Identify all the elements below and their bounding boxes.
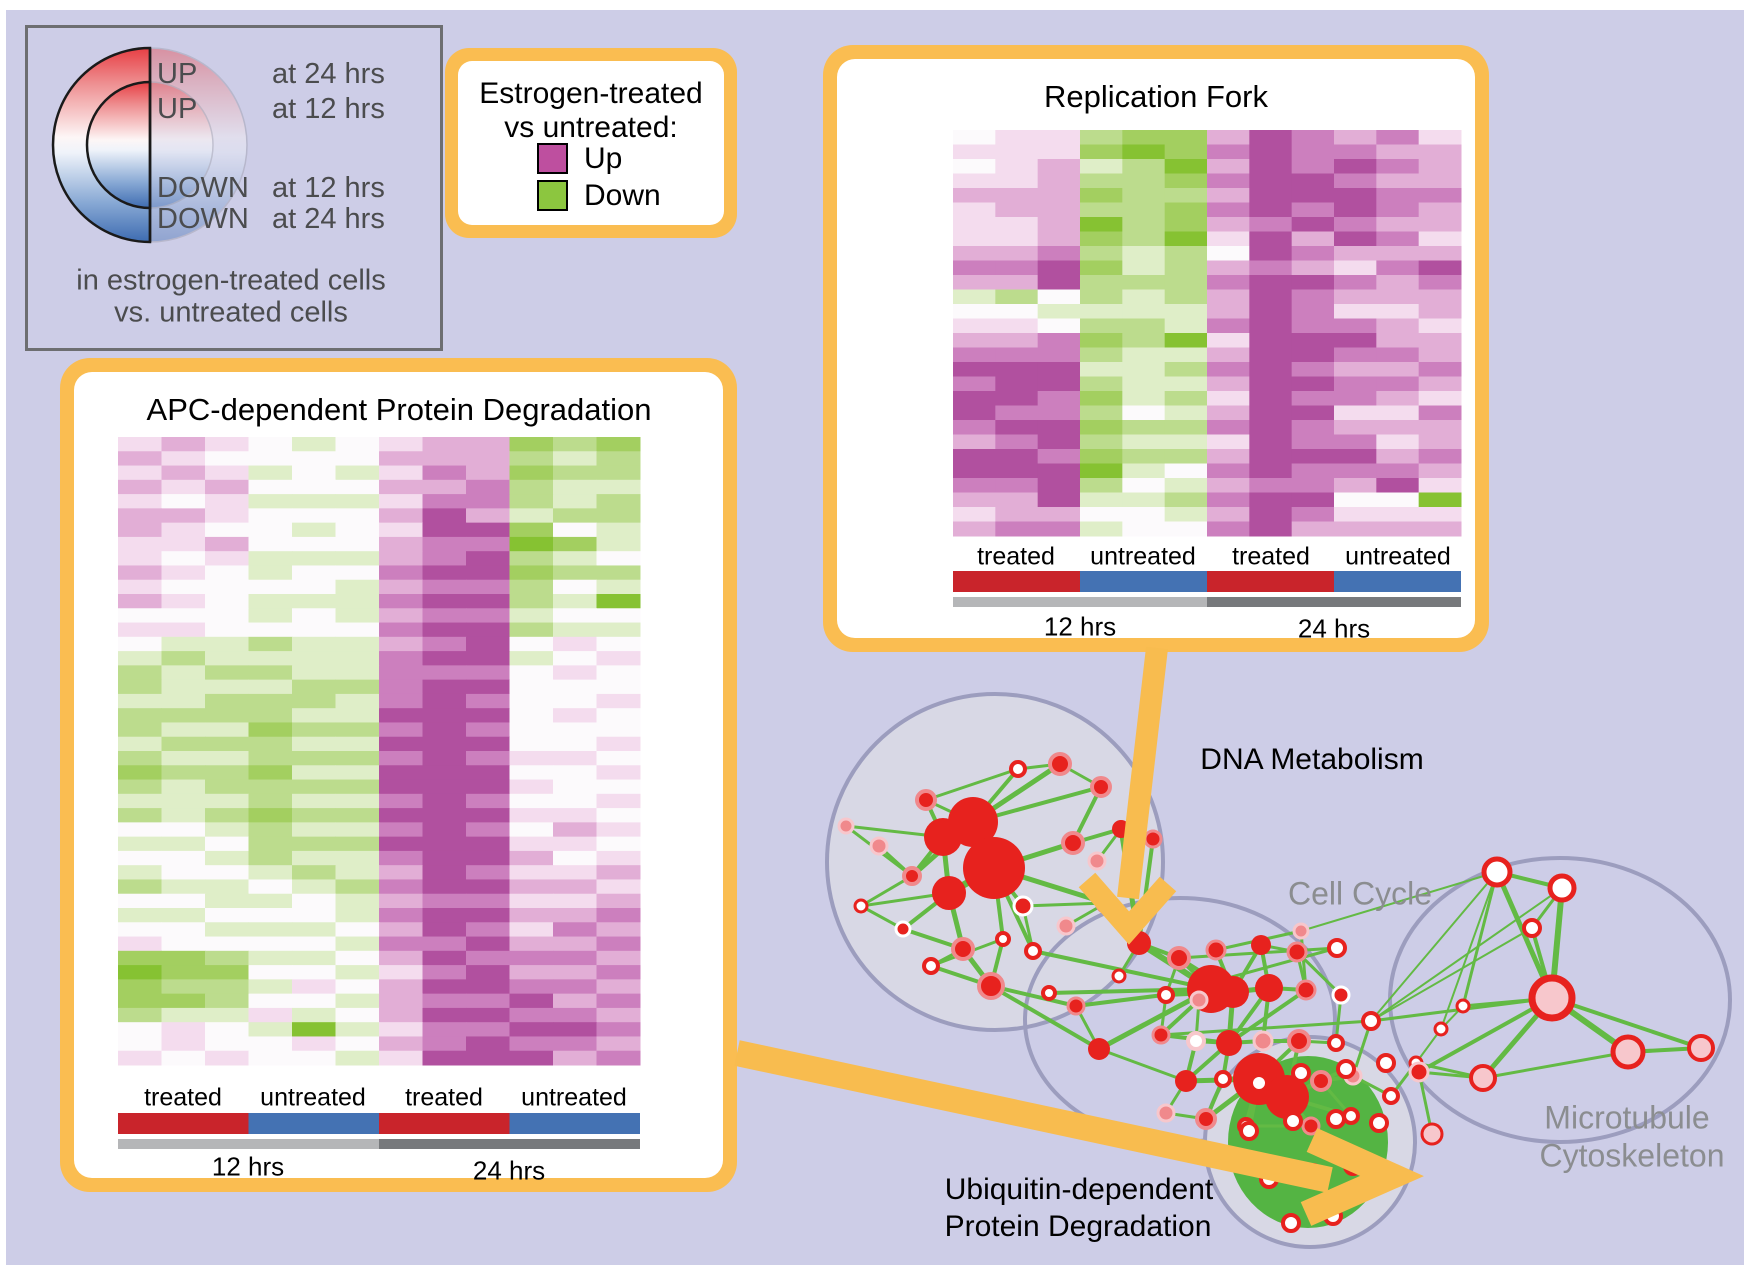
apc-time-label-24: 24 hrs <box>472 1155 546 1186</box>
inner-ring-right-half <box>149 81 214 209</box>
down-24-dir: DOWN <box>157 203 249 235</box>
estrogen-legend-box <box>445 48 737 238</box>
rf-group-label-4: untreated <box>1345 542 1451 571</box>
cell-cycle-label: Cell Cycle <box>1287 875 1433 912</box>
apc-title: APC-dependent Protein Degradation <box>146 392 652 427</box>
apc-group-label-4: untreated <box>521 1083 627 1112</box>
rf-group-label-3: treated <box>1232 542 1310 571</box>
down-24-time: at 24 hrs <box>272 203 385 235</box>
up-24-dir: UP <box>157 58 198 90</box>
apc-group-label-1: treated <box>144 1083 222 1112</box>
rf-time-label-24: 24 hrs <box>1297 613 1371 644</box>
microtubule-label-line1: Microtubule <box>1544 1099 1710 1136</box>
microtubule-label-line2: Cytoskeleton <box>1539 1137 1725 1174</box>
up-12-time: at 12 hrs <box>272 93 385 125</box>
estrogen-legend-title1: Estrogen-treated <box>479 77 703 110</box>
down-color-swatch <box>537 180 568 211</box>
apc-group-label-3: treated <box>405 1083 483 1112</box>
apc-panel <box>60 358 737 1192</box>
ubiquitin-label-line1: Ubiquitin-dependent <box>944 1173 1214 1206</box>
up-24-time: at 24 hrs <box>272 58 385 90</box>
estrogen-legend-title2: vs untreated: <box>504 111 678 144</box>
down-12-dir: DOWN <box>157 172 249 204</box>
rf-group-label-1: treated <box>977 542 1055 571</box>
apc-group-label-2: untreated <box>260 1083 366 1112</box>
intro-caption-line1: in estrogen-treated cells <box>76 264 386 297</box>
down-12-time: at 12 hrs <box>272 172 385 204</box>
inner-ring-left-half <box>85 80 152 210</box>
rf-time-label-12: 12 hrs <box>1043 611 1117 642</box>
up-color-swatch <box>537 143 568 174</box>
intro-legend-box <box>25 25 443 351</box>
rf-group-label-2: untreated <box>1090 542 1196 571</box>
updown-rings-graphic <box>51 46 248 244</box>
intro-caption-line2: vs. untreated cells <box>114 296 348 329</box>
replication-fork-title: Replication Fork <box>1044 79 1268 114</box>
ubiquitin-label-line2: Protein Degradation <box>944 1210 1212 1243</box>
down-label: Down <box>584 179 661 212</box>
up-12-dir: UP <box>157 93 198 125</box>
up-label: Up <box>584 142 623 175</box>
apc-time-label-12: 12 hrs <box>211 1151 285 1182</box>
dna-metabolism-label: DNA Metabolism <box>1200 743 1424 776</box>
